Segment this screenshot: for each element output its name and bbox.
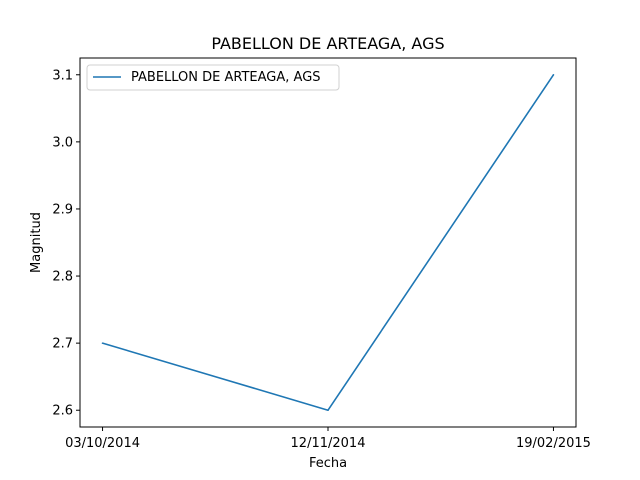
y-axis-label: Magnitud bbox=[29, 212, 44, 273]
y-tick-label: 2.9 bbox=[52, 202, 73, 217]
y-tick-label: 2.7 bbox=[52, 337, 73, 352]
y-tick-label: 2.6 bbox=[52, 404, 73, 419]
legend-label: PABELLON DE ARTEAGA, AGS bbox=[131, 70, 321, 85]
y-tick-label: 3.1 bbox=[52, 68, 73, 83]
x-tick-label: 03/10/2014 bbox=[65, 436, 140, 451]
y-tick-label: 2.8 bbox=[52, 270, 73, 285]
legend: PABELLON DE ARTEAGA, AGS bbox=[86, 64, 340, 91]
data-point bbox=[552, 73, 555, 76]
legend-box bbox=[86, 64, 340, 91]
data-point bbox=[327, 409, 329, 412]
x-tick-label: 19/02/2015 bbox=[516, 436, 591, 451]
chart-title: PABELLON DE ARTEAGA, AGS bbox=[211, 34, 444, 53]
plot-area: 2.6 2.7 2.8 2.9 3.0 3.1 03/10/2014 12/11/2014 19… bbox=[52, 68, 591, 451]
plot-frame bbox=[79, 57, 577, 428]
x-tick-label: 12/11/2014 bbox=[291, 436, 366, 451]
data-point bbox=[101, 342, 104, 344]
y-tick-label: 3.0 bbox=[52, 135, 73, 150]
x-axis-label: Fecha bbox=[309, 456, 347, 471]
